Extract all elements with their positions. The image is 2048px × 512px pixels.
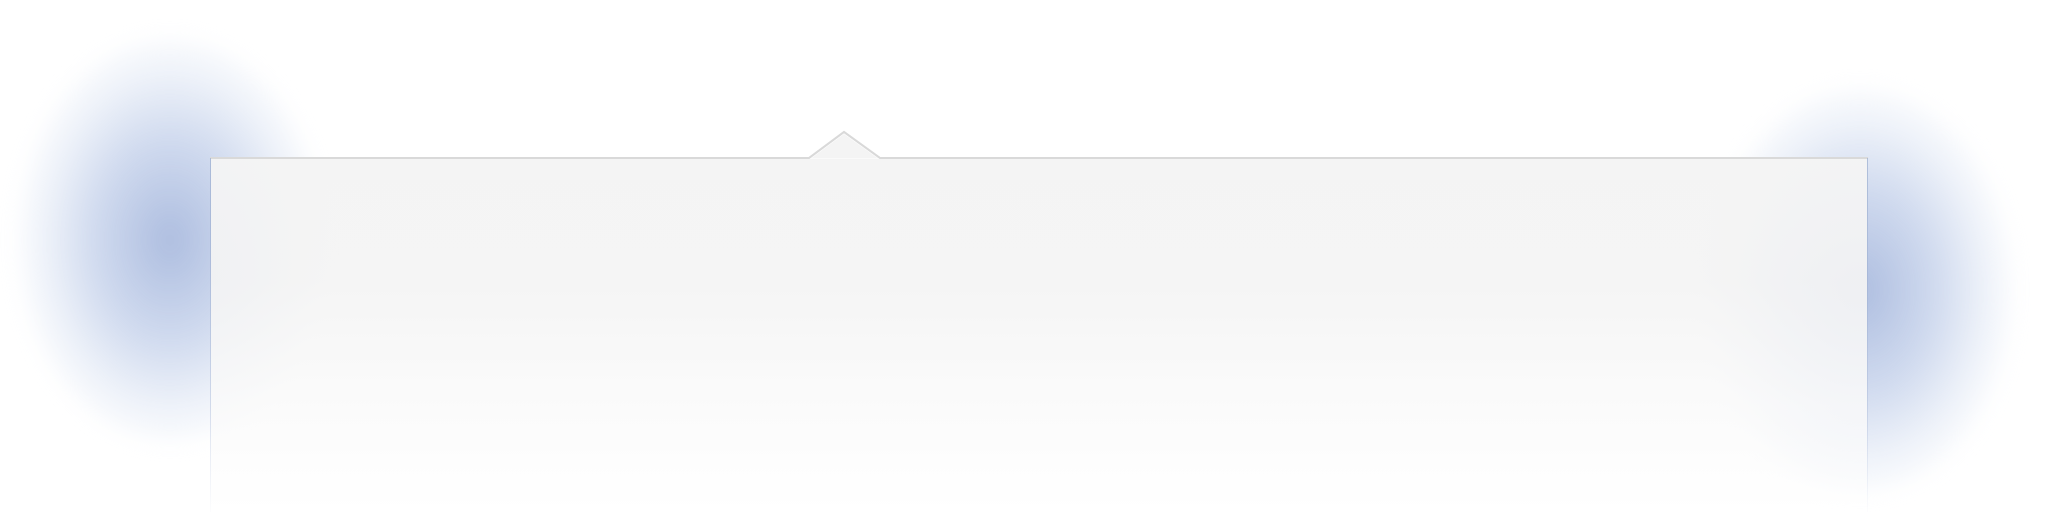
popover-right-border — [1867, 158, 1868, 512]
popover-top-border — [210, 130, 1868, 159]
popover-arrow-icon — [811, 134, 878, 159]
popover-left-border — [210, 158, 211, 512]
popover-body — [211, 159, 1867, 512]
popover-arrow-border — [210, 130, 1868, 159]
popover-panel — [210, 130, 1868, 512]
popover-arrow-outline — [808, 130, 881, 159]
